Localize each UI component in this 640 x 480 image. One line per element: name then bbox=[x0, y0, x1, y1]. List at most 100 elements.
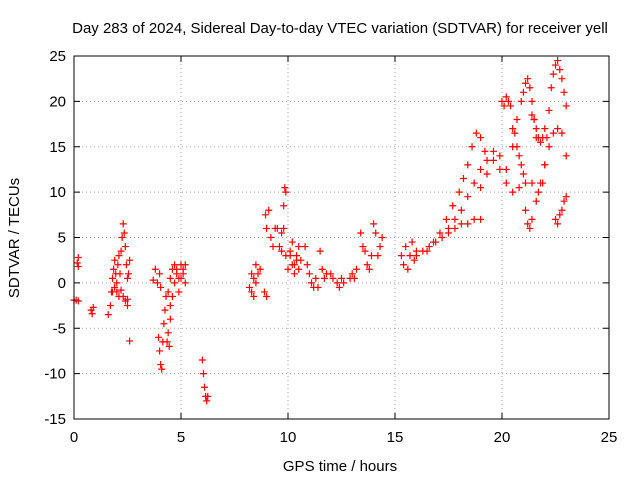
data-point bbox=[157, 283, 165, 291]
data-point bbox=[378, 234, 386, 241]
data-point bbox=[425, 243, 433, 251]
data-point bbox=[515, 152, 523, 160]
data-point bbox=[509, 125, 517, 133]
data-point bbox=[286, 247, 294, 255]
data-point bbox=[74, 297, 82, 305]
data-point bbox=[340, 279, 348, 287]
x-tick-label: 5 bbox=[177, 429, 185, 446]
data-point bbox=[513, 116, 521, 124]
data-point bbox=[562, 193, 570, 201]
data-point bbox=[263, 224, 271, 232]
data-point bbox=[532, 125, 540, 133]
data-point bbox=[410, 256, 418, 264]
y-tick-label: 15 bbox=[49, 139, 66, 156]
data-point bbox=[517, 161, 525, 169]
grid-lines bbox=[74, 56, 609, 419]
data-point bbox=[528, 111, 536, 119]
data-point bbox=[117, 286, 125, 294]
chart-title: Day 283 of 2024, Sidereal Day-to-day VTE… bbox=[72, 20, 608, 37]
data-point bbox=[290, 270, 298, 278]
data-point bbox=[338, 274, 345, 282]
data-point bbox=[436, 229, 444, 237]
data-point bbox=[269, 243, 277, 251]
data-point bbox=[470, 179, 478, 187]
data-point bbox=[126, 256, 134, 264]
data-point bbox=[363, 261, 371, 269]
data-point bbox=[284, 265, 292, 273]
data-point bbox=[554, 125, 562, 133]
data-point bbox=[166, 274, 174, 282]
data-point bbox=[254, 270, 262, 278]
data-point bbox=[171, 279, 179, 287]
x-tick-label: 10 bbox=[280, 429, 297, 446]
data-point bbox=[519, 170, 527, 178]
data-point bbox=[118, 234, 126, 241]
data-point bbox=[352, 265, 360, 273]
data-point bbox=[149, 276, 157, 284]
data-point bbox=[295, 243, 303, 251]
data-point bbox=[273, 224, 281, 232]
data-point bbox=[122, 261, 130, 269]
data-point bbox=[312, 274, 320, 282]
data-points bbox=[70, 57, 570, 405]
data-point bbox=[545, 143, 553, 151]
data-point bbox=[526, 84, 534, 92]
data-point bbox=[260, 288, 268, 296]
data-point bbox=[158, 365, 166, 373]
data-point bbox=[288, 261, 296, 269]
data-point bbox=[320, 274, 328, 282]
data-point bbox=[245, 283, 253, 291]
data-point bbox=[528, 215, 536, 223]
data-point bbox=[489, 156, 497, 164]
data-point bbox=[477, 165, 485, 173]
data-point bbox=[357, 229, 365, 237]
data-point bbox=[524, 220, 532, 228]
data-point bbox=[502, 179, 510, 187]
data-point bbox=[262, 211, 270, 219]
data-point bbox=[280, 224, 288, 232]
data-point bbox=[445, 224, 452, 232]
data-point bbox=[119, 220, 127, 228]
data-point bbox=[168, 265, 176, 273]
data-point bbox=[507, 102, 515, 110]
data-point bbox=[104, 311, 112, 319]
data-point bbox=[181, 261, 189, 269]
data-point bbox=[114, 261, 122, 269]
data-point bbox=[252, 261, 260, 269]
data-point bbox=[374, 252, 382, 260]
data-point bbox=[156, 347, 164, 355]
data-point bbox=[111, 256, 119, 264]
data-point bbox=[314, 283, 322, 291]
data-point bbox=[153, 279, 161, 287]
data-point bbox=[509, 143, 517, 151]
data-point bbox=[201, 383, 209, 391]
data-point bbox=[489, 147, 497, 155]
data-point bbox=[556, 66, 564, 74]
data-point bbox=[455, 188, 463, 196]
data-point bbox=[408, 238, 416, 246]
data-point bbox=[423, 247, 431, 255]
data-point bbox=[117, 247, 125, 255]
data-point bbox=[528, 179, 536, 187]
data-point bbox=[472, 129, 480, 137]
data-point bbox=[402, 243, 410, 251]
data-point bbox=[457, 220, 465, 228]
data-point bbox=[500, 102, 508, 110]
data-point bbox=[522, 179, 530, 187]
data-point bbox=[111, 283, 119, 291]
data-point bbox=[110, 265, 118, 273]
y-tick-label: 20 bbox=[49, 93, 66, 110]
y-axis-label: SDTVAR / TECUs bbox=[6, 178, 23, 298]
data-point bbox=[89, 303, 97, 311]
data-point bbox=[477, 215, 485, 223]
data-point bbox=[113, 279, 121, 287]
data-point bbox=[504, 97, 512, 105]
x-tick-labels: 0 5 10 15 20 25 bbox=[70, 429, 618, 446]
data-point bbox=[376, 243, 384, 251]
data-point bbox=[359, 243, 367, 251]
data-point bbox=[120, 229, 128, 237]
data-point bbox=[280, 202, 288, 210]
data-point bbox=[372, 229, 380, 237]
data-point bbox=[552, 61, 559, 69]
data-point bbox=[558, 206, 566, 214]
